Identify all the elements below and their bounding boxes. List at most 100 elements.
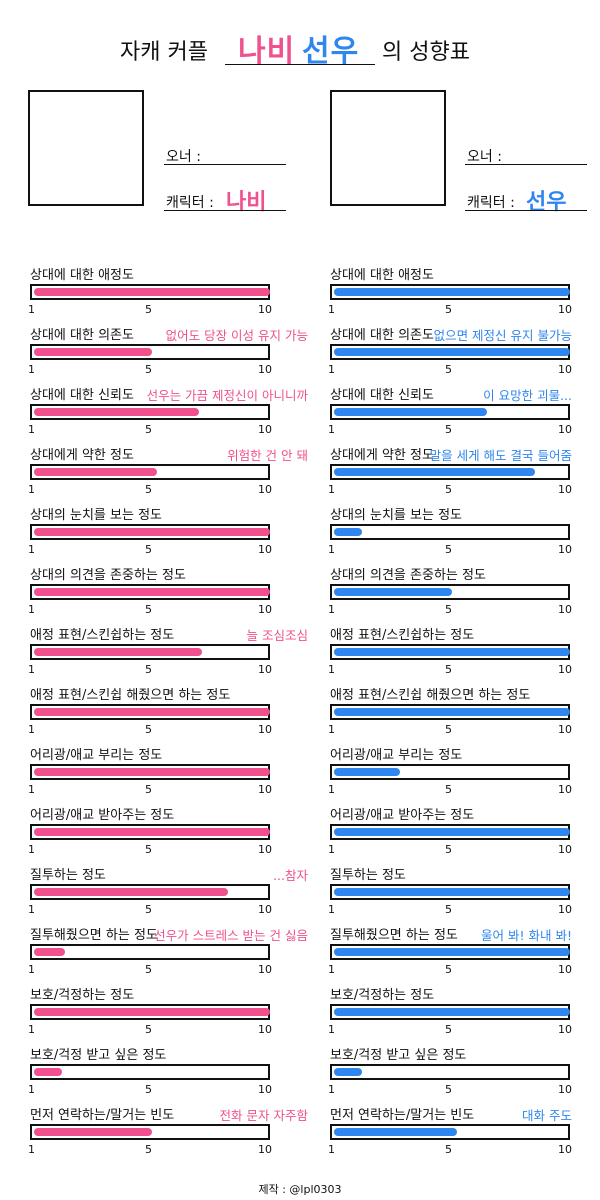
right-row-bar-fill xyxy=(334,708,570,716)
title-prefix: 자캐 커플 xyxy=(120,40,208,65)
right-tick-min: 1 xyxy=(328,543,335,556)
left-row-label: 애정 표현/스킨쉽 해줬으면 하는 정도 xyxy=(30,688,231,703)
right-row-bar-fill xyxy=(334,948,570,956)
right-photo-box xyxy=(330,90,446,206)
left-tick-min: 1 xyxy=(28,363,35,376)
right-tick-mid: 5 xyxy=(445,843,452,856)
left-row-bar-fill xyxy=(34,648,202,656)
right-row-label: 상대에 대한 의존도 xyxy=(330,328,434,343)
left-row-bar xyxy=(30,1064,270,1080)
right-tick-max: 10 xyxy=(558,1083,572,1096)
right-tick-max: 10 xyxy=(558,843,572,856)
right-row-bar-fill xyxy=(334,648,570,656)
right-tick-max: 10 xyxy=(558,903,572,916)
right-row-bar xyxy=(330,344,570,360)
right-row-bar xyxy=(330,644,570,660)
left-tick-min: 1 xyxy=(28,1143,35,1156)
left-char-name: 나비 xyxy=(226,190,267,215)
left-row-label: 보호/걱정하는 정도 xyxy=(30,988,135,1003)
right-tick-max: 10 xyxy=(558,483,572,496)
right-row-label: 보호/걱정 받고 싶은 정도 xyxy=(330,1048,467,1063)
right-row-note: 없으면 제정신 유지 불가능 xyxy=(433,328,572,343)
left-row-bar xyxy=(30,824,270,840)
right-row-bar-fill xyxy=(334,348,570,356)
left-tick-mid: 5 xyxy=(145,303,152,316)
left-tick-max: 10 xyxy=(258,423,272,436)
left-tick-min: 1 xyxy=(28,783,35,796)
left-row-bar-fill xyxy=(34,828,270,836)
right-tick-min: 1 xyxy=(328,423,335,436)
right-char-line xyxy=(465,210,587,211)
left-row-note: 늘 조심조심 xyxy=(246,628,308,643)
right-tick-mid: 5 xyxy=(445,903,452,916)
right-tick-mid: 5 xyxy=(445,663,452,676)
left-row-bar xyxy=(30,1124,270,1140)
left-tick-min: 1 xyxy=(28,663,35,676)
right-tick-max: 10 xyxy=(558,783,572,796)
left-tick-min: 1 xyxy=(28,483,35,496)
right-tick-mid: 5 xyxy=(445,423,452,436)
right-tick-min: 1 xyxy=(328,663,335,676)
left-row-label: 애정 표현/스킨쉽하는 정도 xyxy=(30,628,175,643)
left-tick-max: 10 xyxy=(258,903,272,916)
right-tick-mid: 5 xyxy=(445,543,452,556)
right-row-bar xyxy=(330,1004,570,1020)
right-row-note: 울어 봐! 화내 봐! xyxy=(481,928,572,943)
right-row-bar xyxy=(330,764,570,780)
right-row-label: 상대의 의견을 존중하는 정도 xyxy=(330,568,486,583)
left-row-label: 질투해줬으면 하는 정도 xyxy=(30,928,158,943)
left-row-bar xyxy=(30,1004,270,1020)
right-tick-max: 10 xyxy=(558,663,572,676)
left-tick-mid: 5 xyxy=(145,843,152,856)
left-tick-max: 10 xyxy=(258,663,272,676)
right-tick-min: 1 xyxy=(328,303,335,316)
left-tick-mid: 5 xyxy=(145,1143,152,1156)
right-tick-min: 1 xyxy=(328,903,335,916)
right-row-bar xyxy=(330,824,570,840)
left-row-bar xyxy=(30,404,270,420)
left-tick-mid: 5 xyxy=(145,423,152,436)
right-row-bar xyxy=(330,1124,570,1140)
right-tick-max: 10 xyxy=(558,363,572,376)
right-row-bar xyxy=(330,884,570,900)
left-row-bar xyxy=(30,944,270,960)
left-row-label: 상대에 대한 애정도 xyxy=(30,268,134,283)
left-row-label: 상대의 의견을 존중하는 정도 xyxy=(30,568,186,583)
right-row-label: 상대에 대한 신뢰도 xyxy=(330,388,434,403)
left-row-bar xyxy=(30,584,270,600)
right-tick-max: 10 xyxy=(558,723,572,736)
right-row-note: 이 요망한 괴물... xyxy=(483,388,572,403)
left-tick-mid: 5 xyxy=(145,963,152,976)
left-row-note: ...참자 xyxy=(273,868,308,883)
left-row-bar-fill xyxy=(34,288,270,296)
right-tick-max: 10 xyxy=(558,603,572,616)
left-tick-mid: 5 xyxy=(145,1023,152,1036)
left-tick-min: 1 xyxy=(28,423,35,436)
left-row-note: 없어도 당장 이성 유지 가능 xyxy=(165,328,308,343)
left-row-bar-fill xyxy=(34,768,270,776)
left-char-line xyxy=(164,210,286,211)
right-row-label: 상대의 눈치를 보는 정도 xyxy=(330,508,462,523)
right-row-bar-fill xyxy=(334,528,363,536)
left-row-bar xyxy=(30,464,270,480)
left-row-label: 상대의 눈치를 보는 정도 xyxy=(30,508,162,523)
right-tick-min: 1 xyxy=(328,483,335,496)
right-row-bar xyxy=(330,1064,570,1080)
left-row-bar-fill xyxy=(34,588,270,596)
right-tick-min: 1 xyxy=(328,963,335,976)
left-tick-min: 1 xyxy=(28,723,35,736)
left-row-label: 어리광/애교 받아주는 정도 xyxy=(30,808,175,823)
right-row-bar xyxy=(330,584,570,600)
right-tick-max: 10 xyxy=(558,1143,572,1156)
title-underline xyxy=(225,64,375,65)
left-row-bar-fill xyxy=(34,948,65,956)
right-tick-max: 10 xyxy=(558,963,572,976)
right-row-label: 상대에 대한 애정도 xyxy=(330,268,434,283)
left-row-bar xyxy=(30,704,270,720)
left-tick-max: 10 xyxy=(258,783,272,796)
left-row-bar-fill xyxy=(34,888,228,896)
left-row-label: 상대에 대한 의존도 xyxy=(30,328,134,343)
left-row-bar xyxy=(30,284,270,300)
left-tick-mid: 5 xyxy=(145,663,152,676)
left-row-bar-fill xyxy=(34,1068,63,1076)
